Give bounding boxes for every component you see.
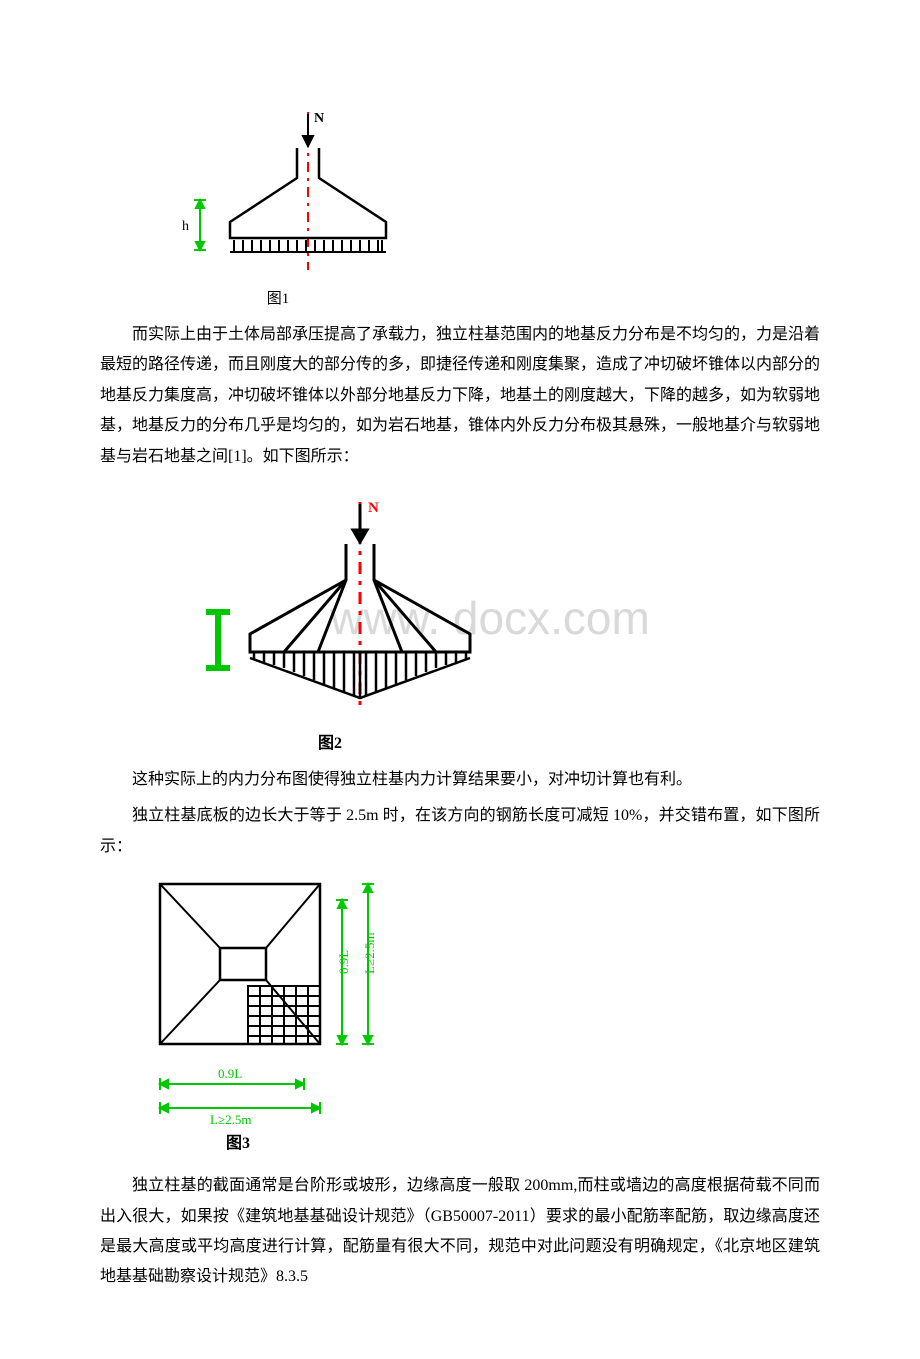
fig1-dim-label: h	[182, 219, 189, 234]
paragraph-3: 独立柱基底板的边长大于等于 2.5m 时，在该方向的钢筋长度可减短 10%，并交…	[100, 801, 820, 862]
figure-1: h N	[148, 92, 820, 308]
figure-3-svg: 0.9L L≥2.5m 0.9L L≥2.5m 图3	[140, 874, 440, 1154]
fig2-caption: 图2	[160, 729, 500, 753]
fig2-load-label: N	[368, 500, 379, 516]
fig3-dim-right-b: L≥2.5m	[362, 933, 377, 974]
fig3-caption: 图3	[226, 1134, 250, 1152]
fig3-dim-right-a: 0.9L	[336, 950, 351, 974]
paragraph-1: 而实际上由于土体局部承压提高了承载力，独立柱基范围内的地基反力分布是不均匀的，力…	[100, 320, 820, 472]
figure-2: www. docx.com N	[160, 484, 820, 753]
figure-3: 0.9L L≥2.5m 0.9L L≥2.5m 图3	[140, 874, 820, 1159]
paragraph-2: 这种实际上的内力分布图使得独立柱基内力计算结果要小，对冲切计算也有利。	[100, 765, 820, 795]
figure-1-svg: h N	[148, 92, 408, 282]
fig3-dim-bottom-a: 0.9L	[218, 1066, 242, 1081]
fig3-dim-bottom-b: L≥2.5m	[210, 1112, 251, 1127]
paragraph-4: 独立柱基的截面通常是台阶形或坡形，边缘高度一般取 200mm,而柱或墙边的高度根…	[100, 1171, 820, 1293]
figure-2-svg: N	[160, 484, 500, 724]
fig1-caption: 图1	[148, 287, 408, 308]
fig1-load-label: N	[314, 111, 324, 126]
